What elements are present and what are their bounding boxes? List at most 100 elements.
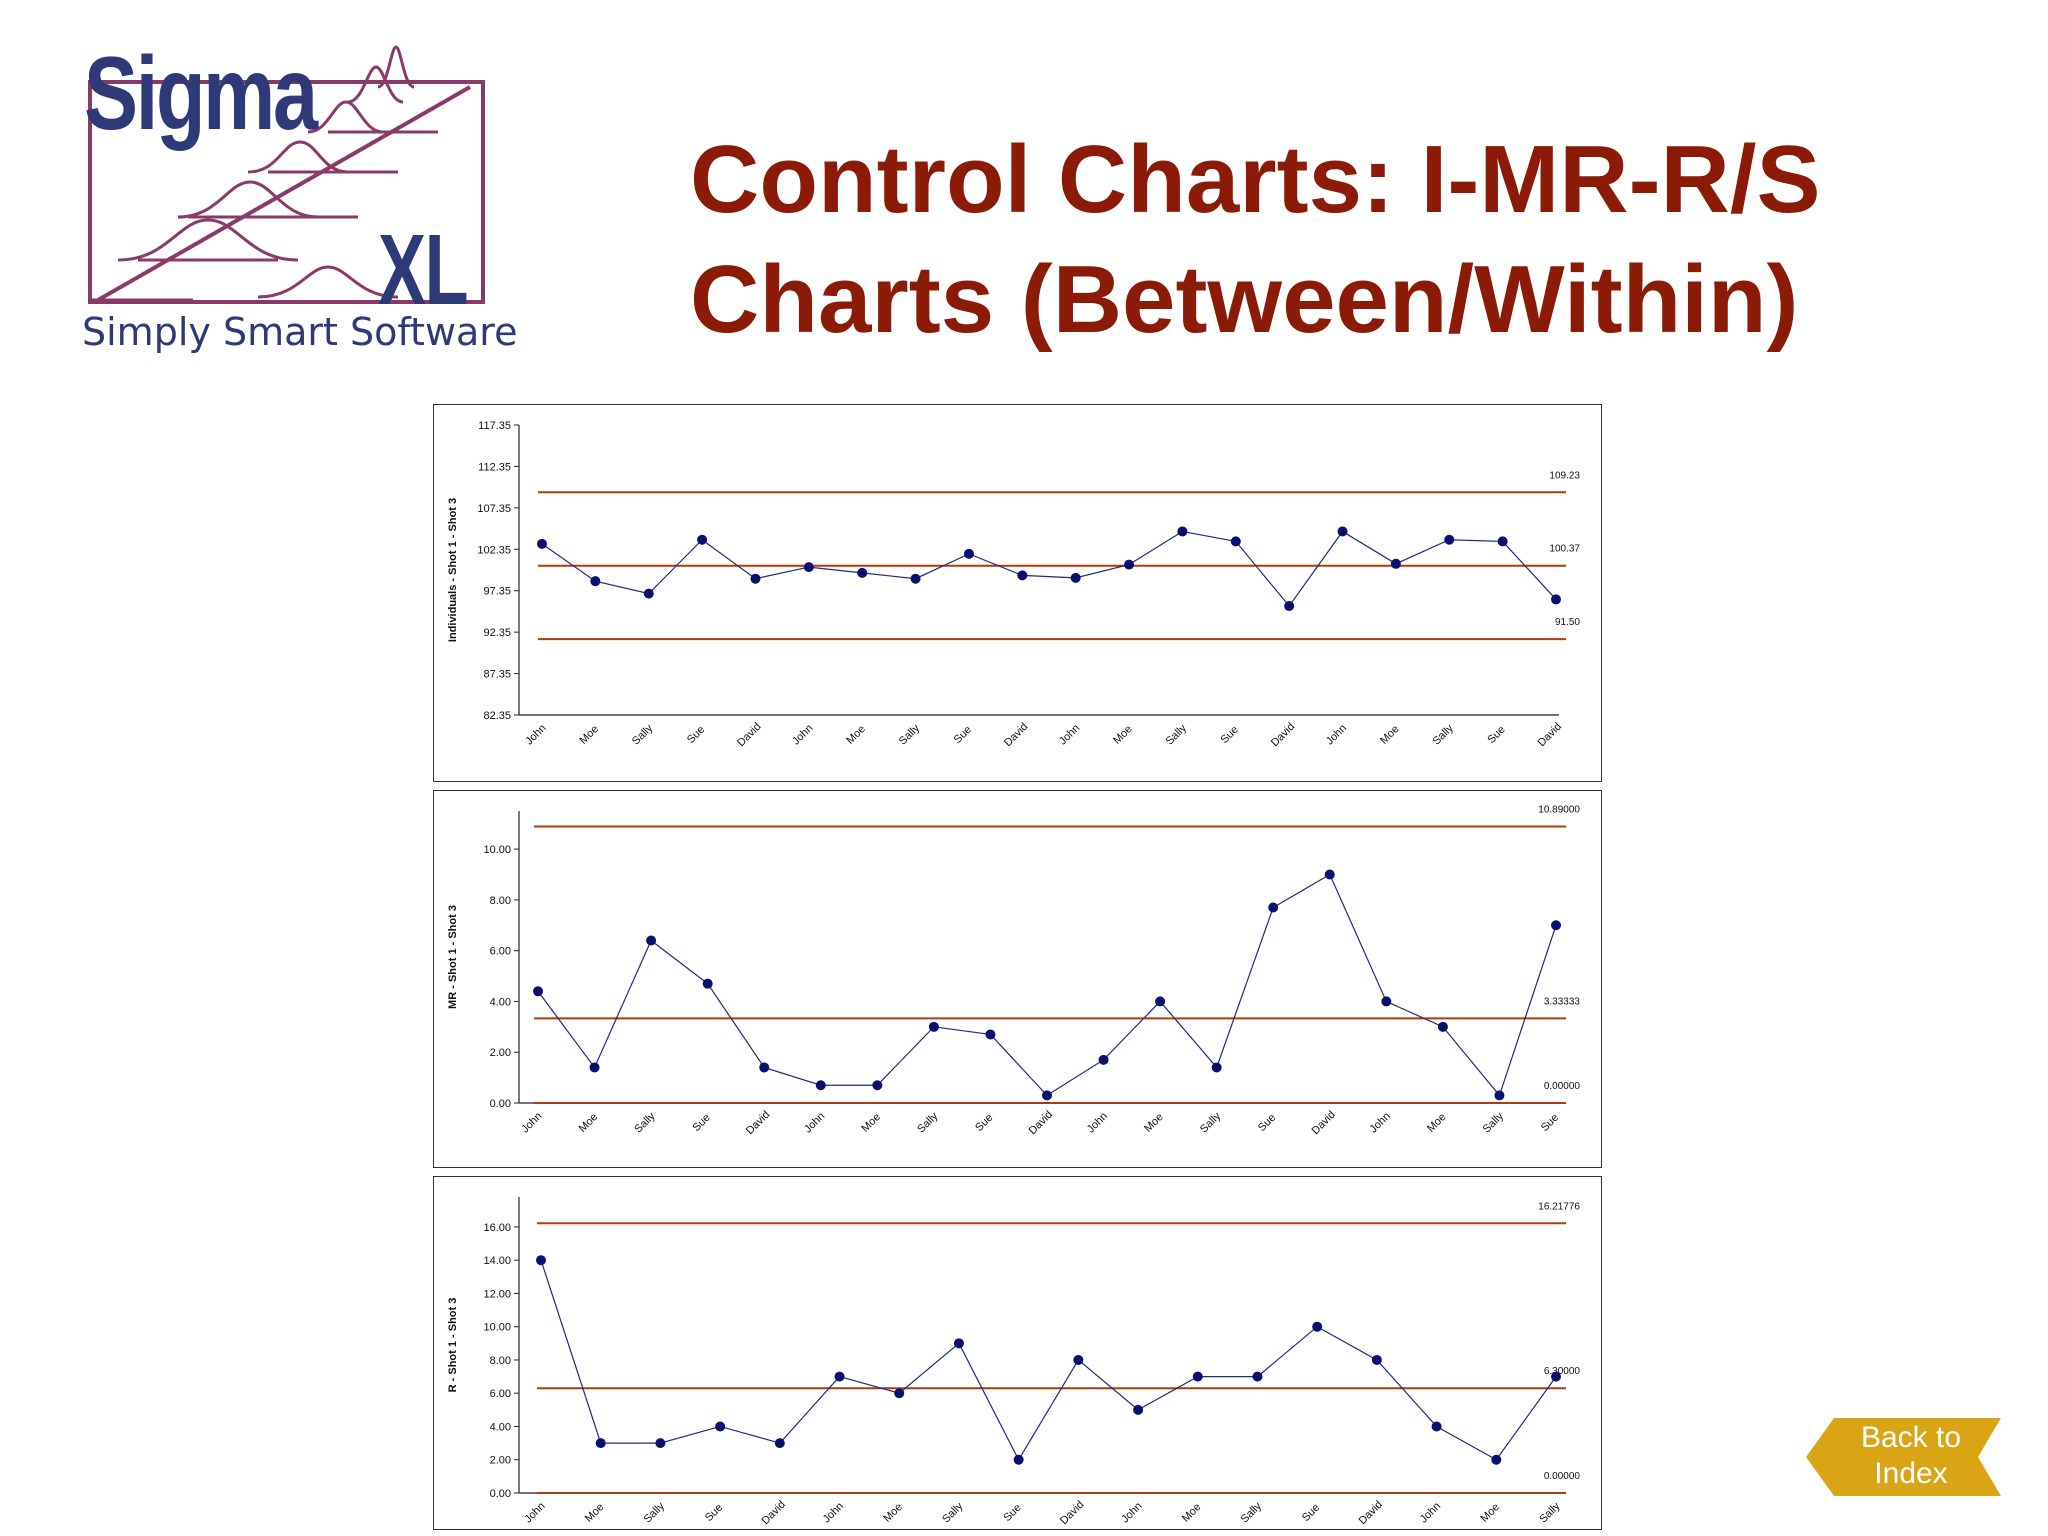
- data-point: [702, 978, 713, 989]
- x-tick-label: John: [1057, 722, 1082, 747]
- data-point: [963, 548, 974, 559]
- y-axis-title: Individuals - Shot 1 - Shot 3: [447, 498, 459, 642]
- data-point: [857, 567, 868, 578]
- y-tick-label: 12.00: [483, 1288, 511, 1300]
- data-point: [1444, 534, 1455, 545]
- data-point: [1192, 1371, 1203, 1382]
- x-tick-label: Moe: [1425, 1111, 1449, 1135]
- data-point: [1497, 536, 1508, 547]
- x-tick-label: John: [790, 722, 815, 747]
- data-point: [1491, 1454, 1502, 1465]
- data-point: [715, 1421, 726, 1432]
- y-tick-label: 2.00: [490, 1047, 511, 1059]
- x-tick-label: John: [1418, 1500, 1443, 1525]
- x-tick-label: Sally: [1239, 1500, 1265, 1526]
- range-chart: 0.00 2.00 4.00 6.00 8.00 10.00 12.00 14.00 16.00…: [447, 1197, 1580, 1527]
- data-point: [643, 588, 654, 599]
- data-point: [774, 1438, 785, 1449]
- data-point: [803, 562, 814, 573]
- y-tick-label: 87.35: [483, 669, 511, 681]
- x-tick-label: John: [802, 1110, 827, 1135]
- data-point: [1070, 572, 1081, 583]
- x-tick-label: David: [760, 1499, 788, 1527]
- data-point: [589, 1062, 600, 1073]
- control-limit-label: 109.23: [1549, 470, 1580, 481]
- x-tick-label: David: [1027, 1109, 1055, 1137]
- y-tick-label: 107.35: [477, 503, 511, 515]
- data-point: [1073, 1354, 1084, 1365]
- control-limit-label: 100.37: [1549, 544, 1580, 555]
- logo-graphic: [88, 45, 485, 304]
- data-point: [1133, 1404, 1144, 1415]
- data-point: [1431, 1421, 1442, 1432]
- back-to-index-button[interactable]: Back to Index: [1806, 1418, 2001, 1496]
- x-tick-label: Moe: [1142, 1111, 1166, 1135]
- data-point: [1551, 920, 1561, 931]
- x-tick-label: Moe: [1378, 723, 1402, 747]
- x-tick-label: Sally: [1164, 722, 1190, 748]
- data-point: [928, 1021, 939, 1032]
- x-tick-label: Sue: [1300, 1502, 1322, 1524]
- x-tick-label: Moe: [1180, 1501, 1204, 1525]
- data-point: [1230, 536, 1241, 547]
- back-button-line-2: Index: [1874, 1457, 1948, 1490]
- logo-wordmark: Sigma: [84, 36, 318, 152]
- x-tick-label: Moe: [1478, 1501, 1502, 1525]
- page-title-line-2: Charts (Between/Within): [690, 246, 1799, 353]
- data-point: [1252, 1371, 1263, 1382]
- x-tick-label: Sue: [1485, 724, 1507, 746]
- x-tick-label: Moe: [881, 1501, 905, 1525]
- x-tick-label: Moe: [577, 723, 601, 747]
- x-tick-label: John: [519, 1110, 544, 1135]
- data-point: [646, 935, 657, 946]
- x-tick-label: Moe: [859, 1111, 883, 1135]
- data-point: [1381, 996, 1392, 1007]
- data-point: [536, 1255, 546, 1266]
- y-tick-label: 97.35: [483, 586, 511, 598]
- x-tick-label: Moe: [583, 1501, 607, 1525]
- x-tick-label: Moe: [844, 723, 868, 747]
- data-point: [985, 1029, 996, 1040]
- data-point: [894, 1388, 905, 1399]
- back-button-line-1: Back to: [1860, 1421, 1962, 1454]
- y-tick-label: 102.35: [477, 544, 511, 556]
- y-tick-label: 6.00: [490, 1388, 511, 1400]
- y-tick-label: 0.00: [490, 1488, 511, 1500]
- y-tick-label: 14.00: [483, 1255, 511, 1267]
- y-tick-label: 16.00: [483, 1222, 511, 1234]
- y-axis-title: MR - Shot 1 - Shot 3: [447, 905, 459, 1009]
- back-arrow-icon: [1806, 1418, 2001, 1496]
- data-point: [1284, 601, 1295, 612]
- x-tick-label: Sue: [952, 724, 974, 746]
- data-point: [953, 1338, 964, 1349]
- x-tick-label: John: [821, 1500, 846, 1525]
- x-tick-label: David: [1058, 1499, 1086, 1527]
- x-tick-label: David: [735, 721, 763, 749]
- y-tick-label: 8.00: [490, 1355, 511, 1367]
- y-tick-label: 92.35: [483, 627, 511, 639]
- x-tick-label: Sally: [1430, 722, 1456, 748]
- data-point: [1324, 869, 1335, 880]
- y-tick-label: 8.00: [490, 895, 511, 907]
- x-tick-label: Sally: [1198, 1110, 1224, 1136]
- data-point: [697, 534, 708, 545]
- data-point: [1390, 558, 1401, 569]
- x-tick-label: Sue: [690, 1112, 712, 1134]
- x-tick-label: John: [1119, 1500, 1144, 1525]
- x-tick-label: John: [1085, 1110, 1110, 1135]
- page-title-line-1: Control Charts: I-MR-R/S: [690, 126, 1821, 233]
- individuals-chart: 82.35 87.35 92.35 97.35 102.35 107.35 112.35 11…: [447, 420, 1580, 749]
- x-tick-label: David: [744, 1109, 772, 1137]
- data-point: [910, 573, 921, 584]
- y-tick-label: 117.35: [478, 420, 511, 432]
- data-point: [1017, 570, 1028, 581]
- moving-range-chart: 0.00 2.00 4.00 6.00 8.00 10.00 MR - Shot 1 - S…: [447, 804, 1580, 1137]
- x-tick-label: Sally: [915, 1110, 941, 1136]
- x-tick-label: Sue: [1001, 1502, 1023, 1524]
- data-point: [834, 1371, 845, 1382]
- page-title: Control Charts: I-MR-R/S Charts (Between…: [690, 120, 1990, 360]
- x-tick-label: Sue: [973, 1112, 995, 1134]
- moving-range-chart-panel: 0.00 2.00 4.00 6.00 8.00 10.00 MR - Shot 1 - S…: [433, 790, 1602, 1168]
- data-point: [1013, 1454, 1024, 1465]
- data-point: [1177, 526, 1188, 537]
